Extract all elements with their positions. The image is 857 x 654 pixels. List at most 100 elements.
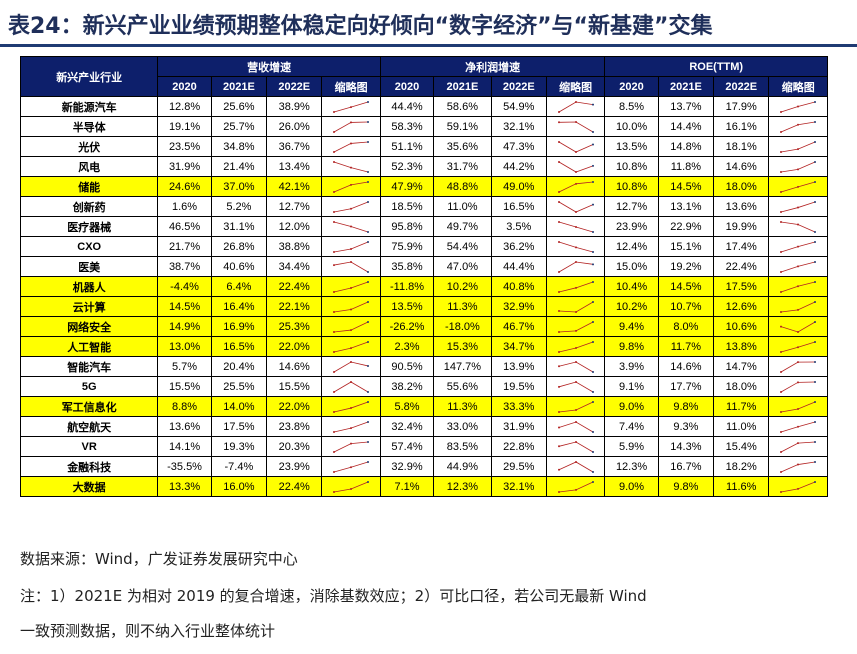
sparkline-svg [557,460,594,473]
sparkline-point [814,100,817,103]
row-industry-name: 半导体 [19,116,159,137]
roe-sparkline [768,136,828,157]
roe-sparkline [768,416,828,437]
header-row-groups: 新兴产业行业 营收增速 净利润增速 ROE(TTM) [19,56,828,97]
roe-value-2021e: 10.7% [657,296,715,317]
roe-value-2020: 9.4% [604,316,659,337]
net-profit-value-2021e: 49.7% [433,216,492,237]
revenue-value-2020: 8.8% [157,396,212,417]
revenue-value-2020: 38.7% [157,256,212,277]
sparkline-point [574,120,577,123]
sparkline-svg [333,160,370,173]
revenue-value-2022e: 25.3% [266,316,323,337]
sparkline-svg [333,380,370,393]
sparkline-point [591,180,594,183]
sparkline-svg [333,460,370,473]
revenue-value-2021e: 16.0% [210,476,268,497]
revenue-value-2020: 31.9% [157,156,212,177]
header-row-subcols: 2020 2021E 2022E 缩略图 2020 2021E 2022E 缩略… [21,76,828,97]
roe-value-2022e: 22.4% [713,256,770,277]
revenue-sparkline [321,416,381,437]
revenue-value-2021e: 19.3% [210,436,268,457]
sparkline-point [557,425,560,428]
sparkline-point [574,245,577,248]
sparkline-path [781,141,816,152]
table-row: 人工智能 13.0% 16.5% 22.0% 2.3% 15.3% 34.7% 9.8% 11.… [19,336,828,357]
table-row: 5G 15.5% 25.5% 15.5% 38.2% 55.6% 19.5% 9.1% 17.7… [19,376,828,397]
revenue-value-2022e: 38.9% [266,96,323,117]
sparkline-path [781,161,816,172]
sparkline-path [781,401,816,412]
net-profit-sparkline [545,116,606,137]
roe-value-2020: 8.5% [604,96,659,117]
subcol-2021e: 2021E [433,76,492,97]
roe-value-2020: 13.5% [604,136,659,157]
revenue-value-2021e: 40.6% [210,256,268,277]
sparkline-point [574,346,577,349]
row-industry-name: 航空航天 [19,416,159,437]
sparkline-point [591,320,594,323]
sparkline-svg [780,260,817,273]
roe-value-2022e: 14.6% [713,156,770,177]
sparkline-path [334,261,369,272]
sparkline-svg [557,360,594,373]
subcol-2020: 2020 [604,76,659,97]
sparkline-point [591,280,594,283]
sparkline-point [350,224,353,227]
table-row: 医疗器械 46.5% 31.1% 12.0% 95.8% 49.7% 3.5% 23.9% 22… [19,216,828,237]
revenue-value-2020: 14.5% [157,296,212,317]
sparkline-svg [557,440,594,453]
roe-value-2020: 10.8% [604,176,659,197]
sparkline-point [780,350,783,353]
revenue-value-2021e: 14.0% [210,396,268,417]
sparkline-point [797,487,800,490]
net-profit-value-2020: 58.3% [379,116,435,137]
revenue-value-2021e: 21.4% [210,156,268,177]
sparkline-point [557,385,560,388]
revenue-value-2022e: 14.6% [266,356,323,377]
net-profit-value-2020: 18.5% [379,196,435,217]
sparkline-path [333,181,369,192]
sparkline-path [334,241,369,252]
sparkline-point [350,247,353,250]
sparkline-point [591,340,594,343]
sparkline-path [558,461,593,472]
sparkline-point [333,390,336,393]
sparkline-point [350,406,353,409]
sparkline-point [333,130,336,133]
net-profit-value-2021e: 11.3% [433,296,492,317]
sparkline-point [557,240,560,243]
net-profit-value-2020: 35.8% [379,256,435,277]
revenue-value-2021e: 16.5% [210,336,268,357]
sparkline-point [333,210,336,213]
sparkline-svg [333,100,370,113]
net-profit-sparkline [545,476,606,497]
sparkline-point [574,310,577,313]
net-profit-value-2022e: 46.7% [490,316,547,337]
subcol-2022e: 2022E [713,76,770,97]
roe-value-2022e: 11.7% [713,396,770,417]
revenue-value-2022e: 22.4% [266,476,323,497]
roe-value-2022e: 16.1% [713,116,770,137]
sparkline-point [557,309,560,312]
net-profit-value-2022e: 32.9% [490,296,547,317]
revenue-sparkline [321,176,381,197]
roe-value-2021e: 9.8% [657,396,715,417]
net-profit-value-2021e: 83.5% [433,436,492,457]
sparkline-svg [333,120,370,133]
sparkline-point [557,140,560,143]
table-row: 金融科技 -35.5% -7.4% 23.9% 32.9% 44.9% 29.5% 12.3%… [19,456,828,477]
roe-value-2021e: 14.8% [657,136,715,157]
table-row: CXO 21.7% 26.8% 38.8% 75.9% 54.4% 36.2% 12.4% 15… [19,236,828,257]
roe-value-2020: 9.8% [604,336,659,357]
revenue-value-2020: 13.6% [157,416,212,437]
sparkline-svg [780,400,817,413]
sparkline-point [574,286,577,289]
sparkline-point [350,120,353,123]
sparkline-point [333,290,336,293]
net-profit-value-2022e: 49.0% [490,176,547,197]
roe-value-2022e: 17.5% [713,276,770,297]
roe-value-2020: 5.9% [604,436,659,457]
roe-sparkline [768,236,828,257]
net-profit-value-2021e: 147.7% [433,356,492,377]
